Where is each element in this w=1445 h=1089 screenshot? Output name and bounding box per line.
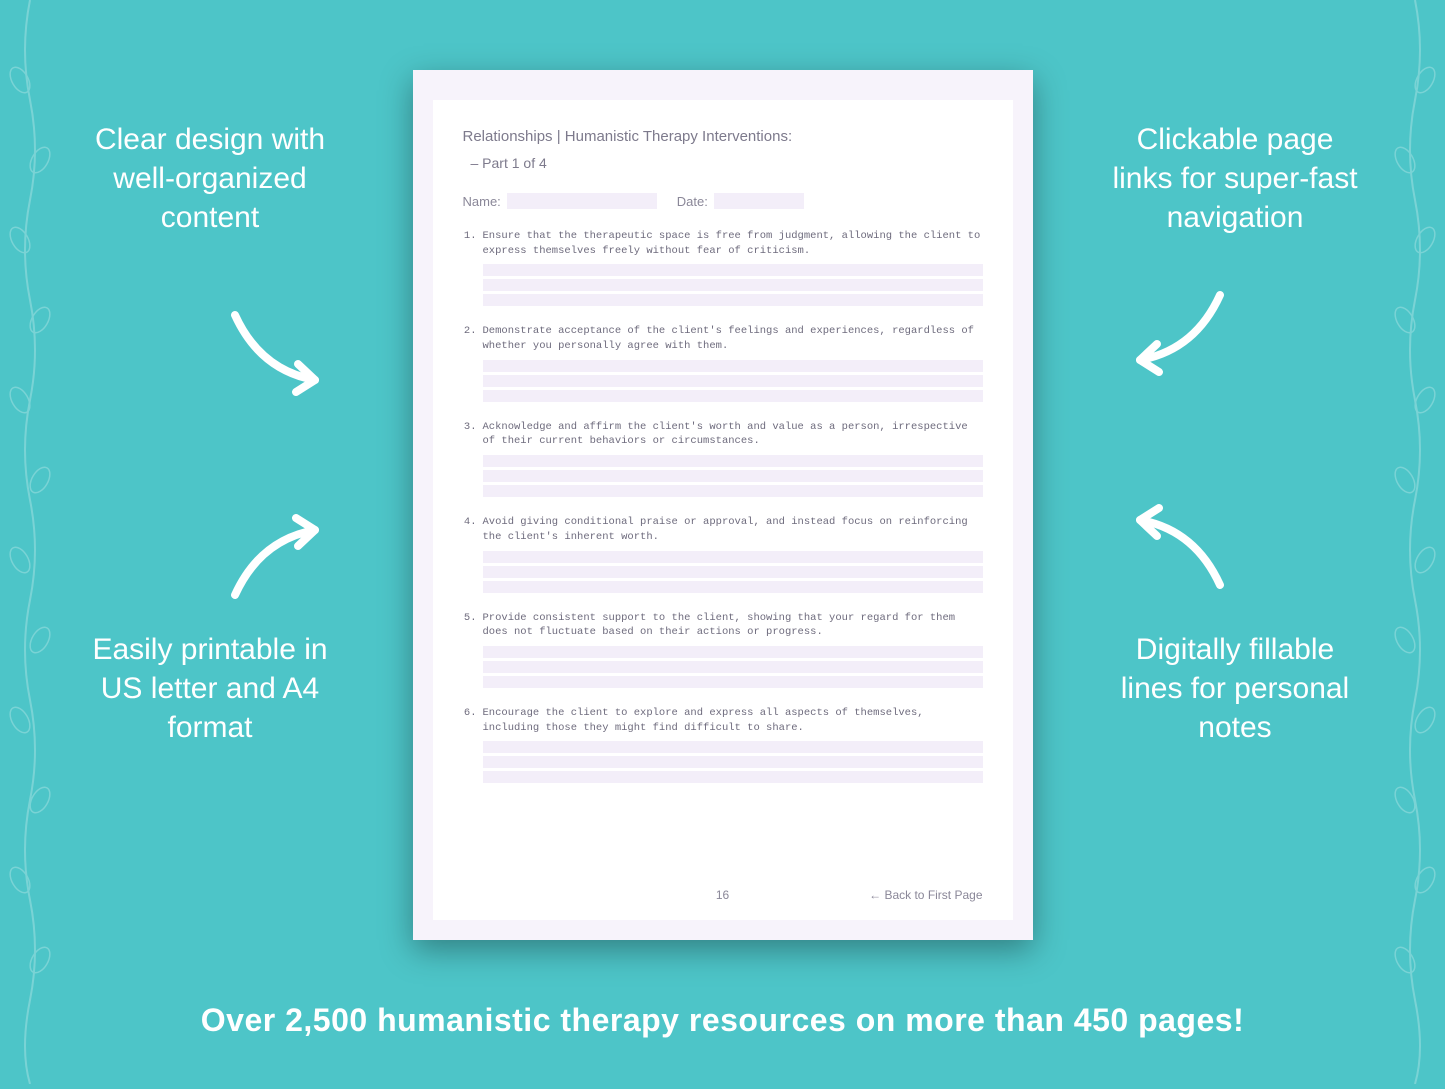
item-number: 1. [463, 229, 477, 258]
item-text: Provide consistent support to the client… [483, 611, 983, 640]
item-number: 3. [463, 420, 477, 449]
list-item: 5.Provide consistent support to the clie… [463, 611, 983, 640]
arrow-icon [1125, 280, 1235, 390]
fillable-lines[interactable] [483, 455, 983, 497]
list-item: 4.Avoid giving conditional praise or app… [463, 515, 983, 544]
back-to-first-link[interactable]: ← Back to First Page [869, 888, 982, 902]
page-number: 16 [716, 888, 729, 902]
item-text: Encourage the client to explore and expr… [483, 706, 983, 735]
item-number: 5. [463, 611, 477, 640]
callout-bottom-right: Digitally fillable lines for personal no… [1105, 630, 1365, 747]
page-footer: 16 ← Back to First Page [463, 888, 983, 902]
list-item: 6.Encourage the client to explore and ex… [463, 706, 983, 735]
document-inner: Relationships | Humanistic Therapy Inter… [433, 100, 1013, 920]
item-number: 4. [463, 515, 477, 544]
item-text: Ensure that the therapeutic space is fre… [483, 229, 983, 258]
name-label: Name: [463, 194, 501, 209]
date-input[interactable] [714, 193, 804, 209]
fillable-lines[interactable] [483, 551, 983, 593]
list-item: 3.Acknowledge and affirm the client's wo… [463, 420, 983, 449]
fillable-lines[interactable] [483, 741, 983, 783]
decorative-border-right [1385, 0, 1445, 1084]
item-text: Acknowledge and affirm the client's wort… [483, 420, 983, 449]
document-subtitle: – Part 1 of 4 [471, 155, 983, 171]
document-title: Relationships | Humanistic Therapy Inter… [463, 128, 983, 145]
decorative-border-left [0, 0, 60, 1084]
item-number: 6. [463, 706, 477, 735]
arrow-icon [220, 300, 330, 410]
fillable-lines[interactable] [483, 264, 983, 306]
callout-top-left: Clear design with well-organized content [80, 120, 340, 237]
fillable-lines[interactable] [483, 360, 983, 402]
date-label: Date: [677, 194, 708, 209]
callout-top-right: Clickable page links for super-fast navi… [1105, 120, 1365, 237]
item-text: Demonstrate acceptance of the client's f… [483, 324, 983, 353]
item-text: Avoid giving conditional praise or appro… [483, 515, 983, 544]
arrow-icon [1125, 490, 1235, 600]
bottom-banner: Over 2,500 humanistic therapy resources … [0, 1002, 1445, 1039]
name-date-row: Name: Date: [463, 193, 983, 209]
callout-bottom-left: Easily printable in US letter and A4 for… [80, 630, 340, 747]
item-number: 2. [463, 324, 477, 353]
arrow-icon [220, 500, 330, 610]
list-item: 2.Demonstrate acceptance of the client's… [463, 324, 983, 353]
fillable-lines[interactable] [483, 646, 983, 688]
list-item: 1.Ensure that the therapeutic space is f… [463, 229, 983, 258]
document-page: Relationships | Humanistic Therapy Inter… [413, 70, 1033, 940]
name-input[interactable] [507, 193, 657, 209]
